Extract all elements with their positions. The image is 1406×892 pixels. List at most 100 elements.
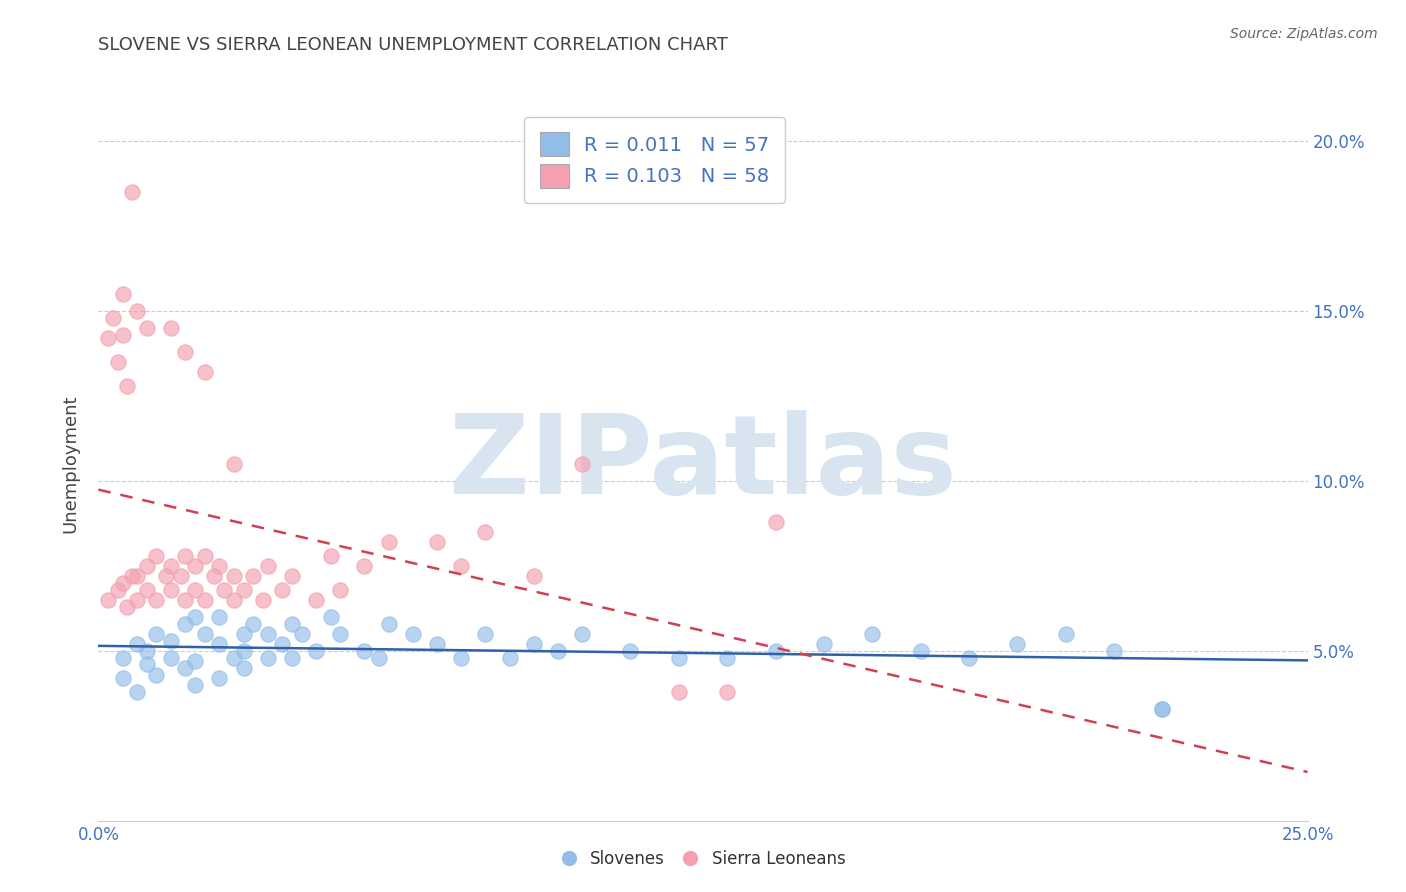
Point — [547, 644, 569, 658]
Point — [222, 650, 245, 665]
Point — [117, 378, 139, 392]
Point — [222, 592, 245, 607]
Point — [232, 582, 254, 597]
Point — [668, 650, 690, 665]
Point — [305, 592, 328, 607]
Point — [252, 592, 274, 607]
Point — [256, 558, 278, 573]
Point — [194, 549, 217, 563]
Point — [160, 321, 183, 335]
Point — [368, 650, 391, 665]
Point — [813, 637, 835, 651]
Point — [450, 650, 472, 665]
Point — [571, 457, 593, 471]
Point — [305, 644, 328, 658]
Point — [135, 582, 157, 597]
Point — [204, 569, 226, 583]
Point — [184, 678, 207, 692]
Point — [957, 650, 980, 665]
Point — [135, 558, 157, 573]
Point — [619, 644, 641, 658]
Point — [498, 650, 520, 665]
Point — [232, 661, 254, 675]
Point — [329, 582, 352, 597]
Point — [910, 644, 932, 658]
Point — [765, 644, 787, 658]
Point — [107, 355, 129, 369]
Point — [523, 637, 546, 651]
Point — [281, 616, 304, 631]
Point — [127, 592, 149, 607]
Point — [1007, 637, 1029, 651]
Point — [135, 657, 157, 672]
Point — [402, 626, 425, 640]
Point — [377, 535, 399, 549]
Legend: Slovenes, Sierra Leoneans: Slovenes, Sierra Leoneans — [554, 844, 852, 875]
Point — [145, 592, 167, 607]
Point — [242, 616, 264, 631]
Point — [121, 185, 143, 199]
Point — [97, 592, 120, 607]
Point — [194, 592, 217, 607]
Point — [281, 650, 304, 665]
Point — [97, 331, 120, 345]
Point — [160, 558, 183, 573]
Point — [212, 582, 235, 597]
Point — [121, 569, 143, 583]
Point — [1102, 644, 1125, 658]
Point — [127, 569, 149, 583]
Point — [1152, 701, 1174, 715]
Point — [184, 609, 207, 624]
Point — [232, 644, 254, 658]
Point — [377, 616, 399, 631]
Point — [242, 569, 264, 583]
Point — [194, 365, 217, 379]
Point — [860, 626, 883, 640]
Point — [174, 549, 197, 563]
Point — [111, 327, 134, 342]
Point — [184, 558, 207, 573]
Point — [127, 684, 149, 698]
Point — [523, 569, 546, 583]
Point — [135, 644, 157, 658]
Point — [1152, 701, 1174, 715]
Point — [319, 609, 342, 624]
Point — [169, 569, 191, 583]
Point — [208, 558, 231, 573]
Point — [174, 592, 197, 607]
Point — [319, 549, 342, 563]
Point — [208, 609, 231, 624]
Point — [111, 287, 134, 301]
Point — [127, 304, 149, 318]
Point — [271, 637, 294, 651]
Point — [765, 515, 787, 529]
Point — [184, 654, 207, 668]
Text: Source: ZipAtlas.com: Source: ZipAtlas.com — [1230, 27, 1378, 41]
Point — [668, 684, 690, 698]
Point — [107, 582, 129, 597]
Point — [271, 582, 294, 597]
Point — [155, 569, 177, 583]
Point — [160, 633, 183, 648]
Point — [160, 650, 183, 665]
Point — [174, 344, 197, 359]
Point — [450, 558, 472, 573]
Point — [571, 626, 593, 640]
Text: SLOVENE VS SIERRA LEONEAN UNEMPLOYMENT CORRELATION CHART: SLOVENE VS SIERRA LEONEAN UNEMPLOYMENT C… — [98, 36, 728, 54]
Point — [184, 582, 207, 597]
Point — [329, 626, 352, 640]
Point — [353, 558, 375, 573]
Point — [474, 626, 496, 640]
Point — [160, 582, 183, 597]
Point — [208, 637, 231, 651]
Point — [1054, 626, 1077, 640]
Point — [474, 524, 496, 539]
Point — [353, 644, 375, 658]
Point — [145, 626, 167, 640]
Point — [426, 535, 449, 549]
Point — [101, 310, 124, 325]
Point — [127, 637, 149, 651]
Point — [117, 599, 139, 614]
Point — [174, 661, 197, 675]
Point — [290, 626, 312, 640]
